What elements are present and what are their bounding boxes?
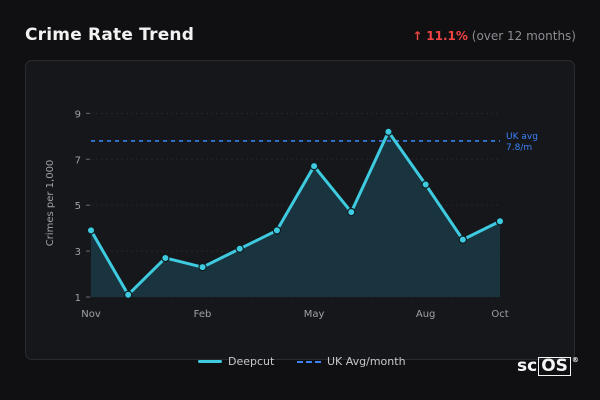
reference-label: UK avg [506,132,538,142]
series-line [89,130,502,297]
x-tick-label: Nov [81,309,101,320]
data-point [421,180,430,189]
y-tick-label: 3 [75,247,81,258]
data-point [123,290,133,299]
y-tick-label: 1 [75,293,81,304]
data-point [458,235,468,244]
up-arrow-icon: ↑ [412,29,423,43]
data-point [161,253,170,263]
scos-logo: sc OS ® [517,357,579,376]
data-point [86,226,96,235]
change-percent: 11.1% [426,29,468,43]
series-area-fill [91,131,500,297]
legend-series-label: Deepcut [228,355,275,368]
data-point [384,127,393,136]
chart-legend: Deepcut UK Avg/month [0,355,600,371]
data-point [309,161,319,171]
legend-item-reference[interactable]: UK Avg/month [297,355,406,368]
data-point [198,262,207,272]
legend-reference-label: UK Avg/month [327,355,406,368]
chart-title: Crime Rate Trend [25,25,195,45]
x-tick-label: Aug [416,309,436,320]
data-point [495,217,505,226]
y-tick-label: 5 [75,201,81,212]
logo-text-plain: sc [517,356,538,376]
logo-registered-mark: ® [571,356,579,364]
x-tick-label: Oct [491,309,508,320]
logo-text-boxed: OS [538,357,571,376]
y-tick-label: 9 [75,109,81,120]
legend-item-series[interactable]: Deepcut [198,355,274,368]
legend-solid-line-icon [198,360,222,363]
y-axis-label: Crimes per 1,000 [45,160,56,247]
x-tick-label: Feb [194,309,212,320]
data-point [347,207,356,217]
data-point [235,244,244,253]
change-period: (over 12 months) [471,29,576,43]
data-point [272,226,282,235]
x-tick-label: May [304,309,325,320]
y-tick-label: 7 [75,155,81,166]
legend-dashed-line-icon [297,360,321,363]
change-indicator: ↑ 11.1% (over 12 months) [412,29,576,43]
reference-value-label: 7.8/m [506,143,532,153]
